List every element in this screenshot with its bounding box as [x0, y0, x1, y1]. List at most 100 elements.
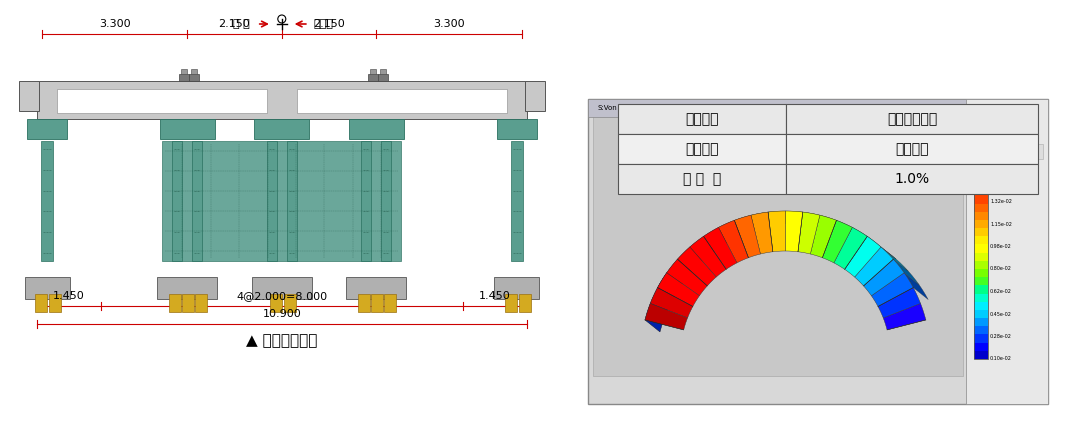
Bar [587, 99, 1048, 404]
Text: 감 쿠  비: 감 쿠 비 [682, 172, 721, 186]
Text: ▲ 해석대상모델: ▲ 해석대상모델 [246, 333, 318, 348]
Bar [786, 104, 1038, 134]
Bar [497, 119, 536, 139]
Bar [41, 141, 54, 261]
Bar [189, 74, 199, 81]
Bar [349, 119, 404, 139]
Bar [971, 144, 1043, 159]
Polygon shape [867, 236, 895, 259]
Polygon shape [666, 259, 708, 296]
Text: 단 부: 단 부 [234, 19, 250, 29]
Text: 3.300: 3.300 [98, 19, 130, 29]
Bar [974, 302, 988, 310]
Text: 해석방법: 해석방법 [686, 112, 719, 126]
Bar [974, 203, 988, 212]
Bar [524, 81, 545, 111]
Bar [974, 220, 988, 228]
Bar [974, 335, 988, 343]
Bar [974, 310, 988, 318]
Text: 0.62e-02: 0.62e-02 [990, 289, 1012, 294]
Bar [163, 141, 402, 261]
Text: 2.150: 2.150 [313, 19, 345, 29]
Bar [511, 141, 523, 261]
Text: 0.80e-02: 0.80e-02 [990, 266, 1012, 272]
Polygon shape [881, 247, 909, 271]
Polygon shape [734, 215, 760, 258]
Bar [974, 318, 988, 326]
Bar [974, 179, 988, 187]
Bar [368, 74, 379, 81]
Bar [252, 277, 312, 299]
Text: 0.28e-02: 0.28e-02 [990, 334, 1012, 339]
Polygon shape [798, 212, 820, 254]
Polygon shape [657, 273, 699, 306]
Text: 시간이력해석: 시간이력해석 [887, 112, 937, 126]
Polygon shape [657, 273, 681, 299]
Text: 단선재하: 단선재하 [895, 142, 929, 156]
Bar [974, 245, 988, 253]
Bar [384, 294, 396, 312]
Text: 1.50e-02: 1.50e-02 [990, 176, 1012, 181]
Text: 1.450: 1.450 [478, 291, 511, 301]
Polygon shape [666, 259, 692, 285]
Bar [57, 89, 266, 113]
Bar [35, 294, 47, 312]
Bar [974, 293, 988, 302]
Bar [191, 69, 198, 74]
Polygon shape [677, 247, 704, 271]
Polygon shape [822, 220, 853, 263]
Bar [966, 99, 1048, 404]
Polygon shape [645, 303, 688, 330]
Bar [494, 277, 539, 299]
Bar [287, 141, 297, 261]
Bar [182, 294, 194, 312]
Bar [266, 141, 276, 261]
Bar [974, 195, 988, 203]
Bar [159, 119, 215, 139]
Polygon shape [836, 220, 867, 239]
Bar [195, 294, 207, 312]
Bar [974, 269, 988, 277]
Polygon shape [883, 303, 926, 330]
Bar [593, 111, 963, 376]
Polygon shape [734, 215, 765, 232]
Polygon shape [677, 247, 716, 286]
Polygon shape [803, 212, 835, 227]
Bar [505, 294, 517, 312]
Polygon shape [864, 259, 904, 296]
Polygon shape [690, 236, 719, 259]
Polygon shape [871, 273, 913, 306]
Bar [974, 277, 988, 285]
Polygon shape [810, 215, 836, 258]
Polygon shape [751, 212, 773, 254]
Polygon shape [768, 211, 785, 252]
Polygon shape [853, 227, 882, 248]
Bar [974, 261, 988, 269]
Bar [380, 69, 387, 74]
Bar [346, 277, 406, 299]
Bar [974, 179, 988, 359]
Bar [974, 236, 988, 245]
Text: 10.900: 10.900 [262, 309, 301, 319]
Polygon shape [703, 227, 737, 269]
Polygon shape [834, 227, 867, 269]
Text: 1.15e-02: 1.15e-02 [990, 221, 1012, 227]
Text: 4@2.000=8.000: 4@2.000=8.000 [236, 291, 328, 301]
Text: NODAL SOLUTION: NODAL SOLUTION [985, 121, 1029, 127]
Text: 0.98e-02: 0.98e-02 [990, 244, 1012, 249]
Bar [19, 81, 39, 111]
Polygon shape [855, 247, 893, 286]
Bar [786, 134, 1038, 164]
Polygon shape [650, 287, 692, 318]
Bar [270, 294, 282, 312]
Text: 중앙부: 중앙부 [313, 19, 334, 29]
Polygon shape [645, 273, 681, 332]
Bar [974, 212, 988, 220]
Text: 하중재하: 하중재하 [686, 142, 719, 156]
Bar [618, 134, 786, 164]
Text: STEP=2: STEP=2 [997, 130, 1017, 135]
Bar [587, 99, 1048, 117]
Polygon shape [703, 227, 734, 248]
Polygon shape [845, 236, 881, 277]
Polygon shape [690, 236, 726, 277]
